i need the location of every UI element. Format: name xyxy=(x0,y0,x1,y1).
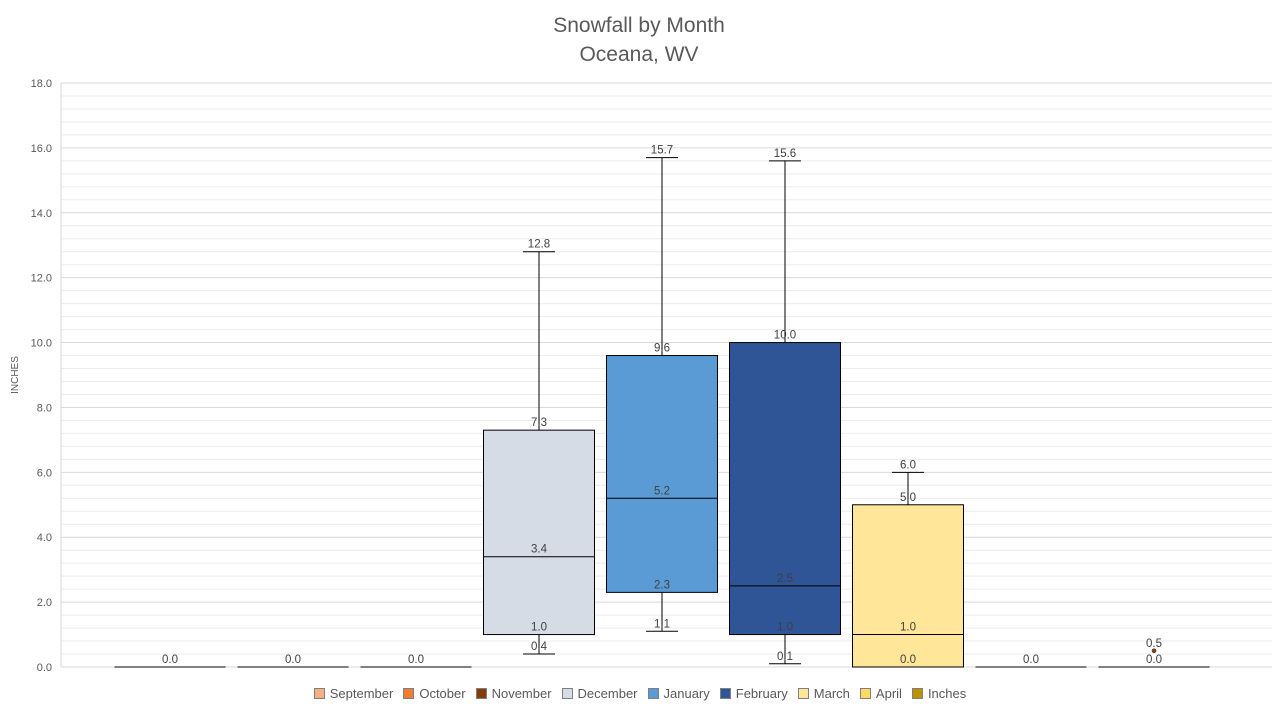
legend-item-april: April xyxy=(859,686,902,701)
box-march: 0.0 1.0 5.0 6.0 xyxy=(852,459,964,668)
y-tick-label: 14.0 xyxy=(31,208,52,220)
data-label: 0.4 xyxy=(531,641,548,653)
data-label: 0.0 xyxy=(1146,654,1162,666)
chart-title-line-2: Oceana, WV xyxy=(579,43,698,66)
legend-swatch xyxy=(797,688,809,699)
y-axis-label: INCHES xyxy=(10,356,21,394)
iqr-box xyxy=(852,504,964,668)
outlier-point xyxy=(1151,648,1157,654)
iqr-box xyxy=(606,355,718,593)
data-label: 1.0 xyxy=(531,622,547,634)
data-label: 2.3 xyxy=(654,579,670,591)
legend-swatch xyxy=(561,688,573,699)
data-label: 0.0 xyxy=(162,654,178,666)
data-label: 7.3 xyxy=(531,417,547,429)
y-tick-labels: 0.0 2.0 4.0 6.0 8.0 10.0 12.0 14.0 16.0 18.0 xyxy=(31,78,52,674)
legend-label: April xyxy=(875,686,902,701)
data-label: 3.4 xyxy=(531,544,548,556)
data-label: 0.0 xyxy=(408,654,424,666)
y-tick-label: 2.0 xyxy=(37,597,52,609)
y-tick-label: 12.0 xyxy=(31,273,52,285)
box-february: 0.1 1.0 2.5 10.0 15.6 xyxy=(729,148,841,665)
iqr-box xyxy=(483,429,595,636)
legend-item-february: February xyxy=(719,686,788,701)
legend-item-march: March xyxy=(797,686,850,701)
legend-item-october: October xyxy=(403,686,466,701)
data-label: 1.1 xyxy=(654,618,670,630)
box-inches: 0.0 xyxy=(1098,654,1210,668)
data-label: 5.2 xyxy=(654,485,670,497)
legend-swatch xyxy=(475,688,487,699)
legend-item-december: December xyxy=(561,686,638,701)
legend-swatch xyxy=(859,688,871,699)
y-tick-label: 4.0 xyxy=(37,532,52,544)
legend-item-january: January xyxy=(647,686,710,701)
legend-item-november: November xyxy=(475,686,552,701)
data-label: 12.8 xyxy=(528,239,550,251)
y-tick-label: 6.0 xyxy=(37,467,52,479)
legend: September October November December January F… xyxy=(0,686,1280,701)
y-tick-label: 18.0 xyxy=(31,78,52,90)
legend-swatch xyxy=(403,688,415,699)
data-label: 0.0 xyxy=(900,654,916,666)
legend-label: March xyxy=(813,686,850,701)
legend-swatch xyxy=(313,688,325,699)
data-label: 0.0 xyxy=(1023,654,1039,666)
legend-item-september: September xyxy=(313,686,394,701)
legend-label: December xyxy=(577,686,638,701)
box-series: 0.00.00.01.20.41.03.47.312.81.12.35.29.6… xyxy=(114,145,1210,668)
data-label: 0.1 xyxy=(777,651,793,663)
data-label: 0.0 xyxy=(285,654,301,666)
data-label: 10.0 xyxy=(774,330,796,342)
y-tick-label: 16.0 xyxy=(31,143,52,155)
legend-label: October xyxy=(419,686,466,701)
data-label: 15.7 xyxy=(651,145,673,157)
y-tick-label: 0.0 xyxy=(37,662,52,674)
box-april: 0.0 0.5 xyxy=(975,638,1162,668)
legend-label: September xyxy=(329,686,394,701)
box-december: 0.4 1.0 3.4 7.3 12.8 xyxy=(483,239,595,655)
legend-label: February xyxy=(735,686,788,701)
data-label: 1.0 xyxy=(900,622,916,634)
data-label: 2.5 xyxy=(777,573,793,585)
box-september: 0.0 xyxy=(114,654,226,668)
data-label: 5.0 xyxy=(900,492,916,504)
data-label: 1.0 xyxy=(777,622,793,634)
chart-title-line-1: Snowfall by Month xyxy=(553,14,725,37)
legend-label: November xyxy=(491,686,552,701)
data-label: 6.0 xyxy=(900,459,916,471)
legend-label: Inches xyxy=(927,686,967,701)
data-label: 9.6 xyxy=(654,343,670,355)
box-october: 0.0 xyxy=(237,654,349,668)
data-label: 15.6 xyxy=(774,148,796,160)
iqr-box xyxy=(729,342,841,636)
legend-item-inches: Inches xyxy=(911,686,967,701)
y-tick-label: 10.0 xyxy=(31,338,52,350)
y-tick-label: 8.0 xyxy=(37,402,52,414)
data-label: 0.5 xyxy=(1146,638,1162,650)
legend-swatch xyxy=(719,688,731,699)
legend-swatch xyxy=(647,688,659,699)
legend-swatch xyxy=(911,688,923,699)
legend-label: January xyxy=(663,686,710,701)
box-january: 1.1 2.3 5.2 9.6 15.7 xyxy=(606,145,718,632)
